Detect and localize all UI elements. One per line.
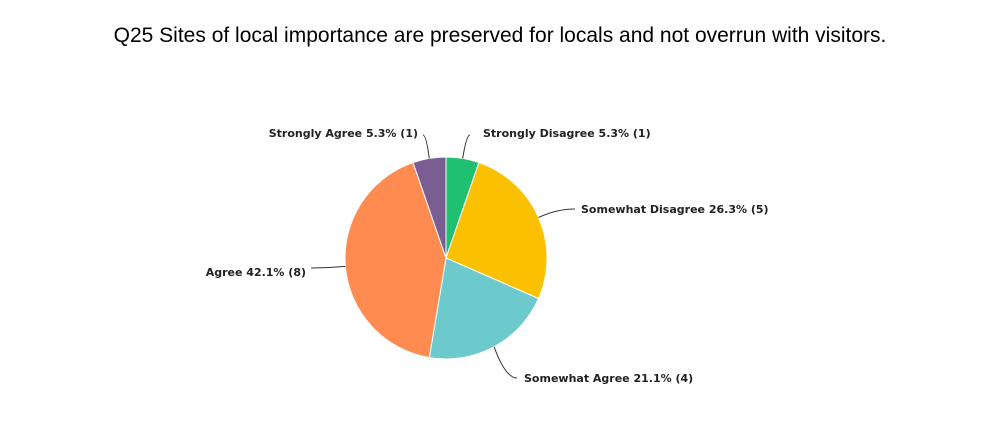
slice-labels: Strongly Disagree 5.3% (1) Somewhat Disag… (206, 127, 769, 385)
leader-line-agree (310, 265, 346, 269)
slice-label-somewhat-agree: Somewhat Agree 21.1% (4) (524, 372, 693, 385)
leader-lines (310, 134, 576, 379)
leader-line-strongly-agree (422, 134, 430, 159)
leader-line-somewhat-agree (493, 346, 518, 379)
pie-slice-somewhat-disagree (445, 161, 548, 300)
leader-line-somewhat-disagree (538, 208, 576, 218)
slice-label-strongly-agree: Strongly Agree 5.3% (1) (269, 127, 418, 140)
slice-label-agree: Agree 42.1% (8) (206, 266, 306, 279)
slice-label-strongly-disagree: Strongly Disagree 5.3% (1) (483, 127, 651, 140)
pie-slice-strongly-agree (412, 156, 447, 259)
pie-slices (344, 156, 548, 360)
slice-label-somewhat-disagree: Somewhat Disagree 26.3% (5) (581, 203, 769, 216)
leader-line-strongly-disagree (462, 134, 471, 159)
chart-title: Q25 Sites of local importance are preser… (113, 24, 887, 47)
